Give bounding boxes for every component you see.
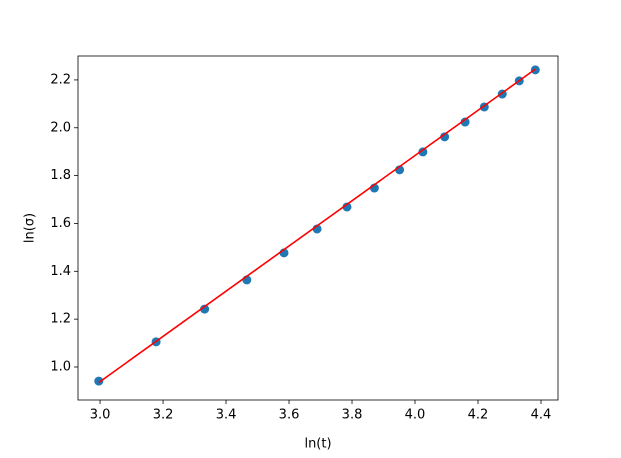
y-axis-label: ln(σ) — [23, 213, 38, 243]
y-tick-label: 1.2 — [50, 312, 71, 327]
x-tick-label: 4.2 — [468, 408, 489, 423]
x-tick-label: 3.2 — [153, 408, 174, 423]
data-point — [418, 147, 428, 157]
y-tick-label: 2.0 — [50, 120, 71, 135]
y-tick-label: 1.4 — [50, 264, 71, 279]
data-point — [342, 202, 352, 212]
x-tick-label: 3.8 — [342, 408, 363, 423]
x-tick-label: 3.4 — [216, 408, 237, 423]
y-tick-label: 2.2 — [50, 72, 71, 87]
x-tick-label: 3.6 — [279, 408, 300, 423]
x-tick-label: 4.0 — [405, 408, 426, 423]
data-point — [200, 304, 210, 314]
data-point — [460, 117, 470, 127]
x-axis-label: ln(t) — [304, 437, 331, 452]
x-tick-label: 3.0 — [90, 408, 111, 423]
fit-line — [98, 68, 536, 384]
data-point — [440, 132, 450, 142]
y-tick-label: 1.8 — [50, 168, 71, 183]
x-tick-label: 4.4 — [531, 408, 552, 423]
data-point — [94, 376, 104, 386]
y-tick-label: 1.6 — [50, 216, 71, 231]
plot-frame — [77, 55, 559, 401]
y-tick-label: 1.0 — [50, 359, 71, 374]
